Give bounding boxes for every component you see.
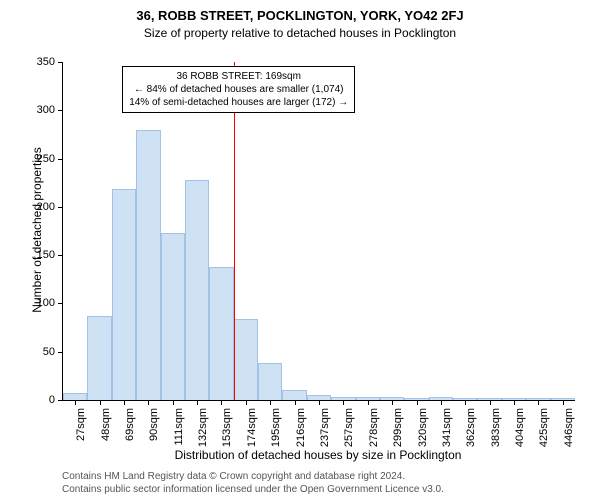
histogram-bar xyxy=(356,397,380,400)
xtick-label: 90sqm xyxy=(148,408,160,441)
xtick-label: 320sqm xyxy=(417,408,429,447)
xtick-label: 299sqm xyxy=(392,408,404,447)
xtick-mark xyxy=(75,400,76,405)
histogram-bar xyxy=(161,233,185,400)
xtick-label: 216sqm xyxy=(295,408,307,447)
ytick-label: 0 xyxy=(49,394,63,406)
xtick-mark xyxy=(441,400,442,405)
annotation-line1: 36 ROBB STREET: 169sqm xyxy=(129,70,348,83)
xtick-label: 237sqm xyxy=(319,408,331,447)
histogram-bar xyxy=(502,398,526,400)
xtick-label: 404sqm xyxy=(514,408,526,447)
xtick-mark xyxy=(343,400,344,405)
histogram-bar xyxy=(380,397,404,400)
xtick-label: 425sqm xyxy=(538,408,550,447)
xtick-label: 69sqm xyxy=(124,408,136,441)
xtick-mark xyxy=(295,400,296,405)
xtick-mark xyxy=(197,400,198,405)
ytick-label: 350 xyxy=(37,56,63,68)
histogram-bar xyxy=(429,397,453,400)
chart-title-line1: 36, ROBB STREET, POCKLINGTON, YORK, YO42… xyxy=(0,8,600,23)
xtick-label: 27sqm xyxy=(75,408,87,441)
credit-line1: Contains HM Land Registry data © Crown c… xyxy=(62,470,444,483)
xtick-mark xyxy=(417,400,418,405)
histogram-bar xyxy=(477,398,501,400)
plot-area: 05010015020025030035027sqm48sqm69sqm90sq… xyxy=(62,62,575,401)
credit-text: Contains HM Land Registry data © Crown c… xyxy=(62,470,444,496)
xtick-mark xyxy=(246,400,247,405)
xtick-mark xyxy=(465,400,466,405)
xtick-mark xyxy=(514,400,515,405)
histogram-bar xyxy=(63,393,87,400)
histogram-bar xyxy=(136,130,160,400)
annotation-box: 36 ROBB STREET: 169sqm← 84% of detached … xyxy=(122,66,355,113)
annotation-line2: ← 84% of detached houses are smaller (1,… xyxy=(129,83,348,96)
histogram-bar xyxy=(234,319,258,400)
xtick-mark xyxy=(563,400,564,405)
xtick-mark xyxy=(490,400,491,405)
xtick-label: 383sqm xyxy=(490,408,502,447)
xtick-mark xyxy=(270,400,271,405)
xtick-mark xyxy=(392,400,393,405)
xtick-label: 278sqm xyxy=(368,408,380,447)
histogram-bar xyxy=(453,398,477,400)
xtick-label: 132sqm xyxy=(197,408,209,447)
histogram-bar xyxy=(307,395,331,400)
chart-title-line2: Size of property relative to detached ho… xyxy=(0,26,600,40)
histogram-bar xyxy=(87,316,111,400)
histogram-bar xyxy=(185,180,209,400)
xtick-mark xyxy=(148,400,149,405)
xtick-label: 341sqm xyxy=(441,408,453,447)
y-axis-label: Number of detached properties xyxy=(30,80,44,380)
histogram-bar xyxy=(526,398,550,400)
xtick-mark xyxy=(100,400,101,405)
xtick-label: 111sqm xyxy=(173,408,185,446)
xtick-label: 257sqm xyxy=(343,408,355,447)
histogram-bar xyxy=(258,363,282,400)
xtick-label: 48sqm xyxy=(100,408,112,441)
chart-container: { "chart": { "type": "histogram", "title… xyxy=(0,0,600,500)
xtick-mark xyxy=(538,400,539,405)
xtick-mark xyxy=(124,400,125,405)
histogram-bar xyxy=(112,189,136,400)
xtick-mark xyxy=(173,400,174,405)
histogram-bar xyxy=(551,398,575,400)
histogram-bar xyxy=(331,397,355,400)
ytick-label: 50 xyxy=(43,346,63,358)
xtick-mark xyxy=(319,400,320,405)
xtick-mark xyxy=(221,400,222,405)
xtick-label: 153sqm xyxy=(221,408,233,447)
histogram-bar xyxy=(404,398,428,400)
histogram-bar xyxy=(209,267,233,400)
xtick-label: 195sqm xyxy=(270,408,282,447)
xtick-label: 174sqm xyxy=(246,408,258,447)
x-axis-label: Distribution of detached houses by size … xyxy=(62,448,574,462)
xtick-label: 362sqm xyxy=(465,408,477,447)
xtick-label: 446sqm xyxy=(563,408,575,447)
credit-line2: Contains public sector information licen… xyxy=(62,483,444,496)
annotation-line3: 14% of semi-detached houses are larger (… xyxy=(129,96,348,109)
histogram-bar xyxy=(282,390,306,400)
xtick-mark xyxy=(368,400,369,405)
